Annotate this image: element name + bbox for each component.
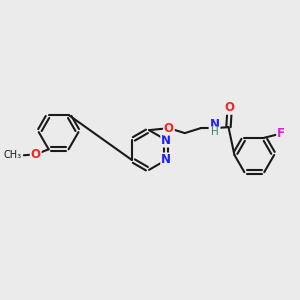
Text: H: H xyxy=(211,127,218,137)
Text: CH₃: CH₃ xyxy=(4,150,22,160)
Text: N: N xyxy=(161,134,171,147)
Text: O: O xyxy=(224,101,235,114)
Text: N: N xyxy=(210,118,220,131)
Text: O: O xyxy=(164,122,174,135)
Text: F: F xyxy=(277,127,285,140)
Text: N: N xyxy=(161,153,171,167)
Text: O: O xyxy=(31,148,41,161)
